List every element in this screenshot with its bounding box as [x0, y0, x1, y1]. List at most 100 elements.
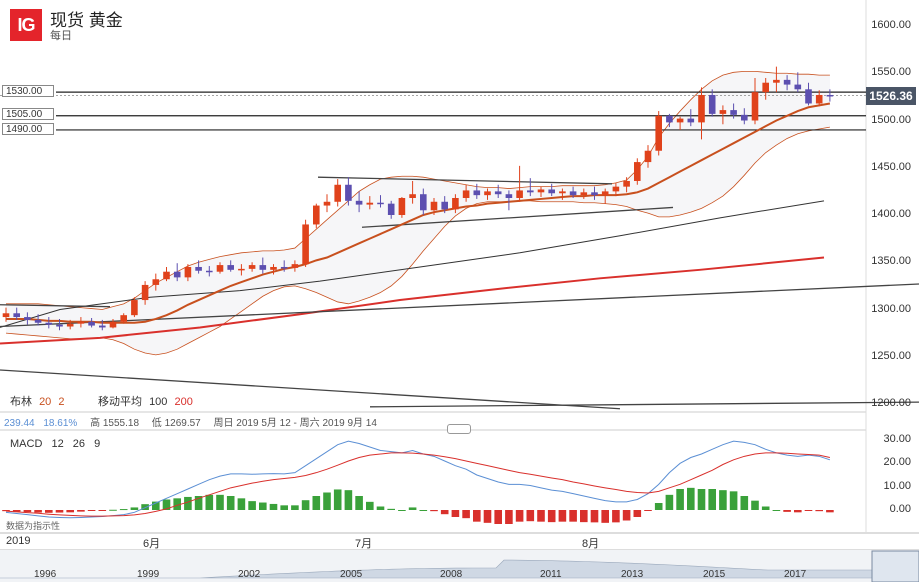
- trendline-4: [0, 369, 621, 410]
- trendline-5: [369, 401, 919, 408]
- macd-param-2: 26: [72, 438, 86, 450]
- macd-hist-74: [794, 510, 802, 513]
- y-tick-7: 1250.00: [871, 349, 911, 362]
- candle-body-53: [569, 191, 577, 196]
- candle-body-58: [623, 180, 630, 187]
- macd-hist-28: [301, 500, 310, 510]
- candle-body-2: [24, 317, 31, 320]
- macd-hist-3: [34, 510, 42, 513]
- candle-body-25: [270, 266, 277, 270]
- macd-hist-53: [569, 510, 577, 522]
- y-tick-2: 1500.00: [871, 113, 911, 126]
- macd-hist-45: [483, 510, 492, 523]
- info-bar: 239.44 18.61% 高 1555.18 低 1269.57 周日 201…: [4, 414, 377, 429]
- y-tick-8: 1200.00: [871, 397, 911, 409]
- macd-hist-32: [344, 490, 353, 510]
- candle-body-46: [494, 191, 502, 195]
- bb-param-1: 20: [39, 396, 52, 408]
- macd-hist-48: [515, 510, 524, 522]
- candle-body-39: [420, 194, 427, 211]
- candle-body-15: [163, 271, 170, 280]
- candle-body-50: [537, 189, 545, 193]
- candle-body-63: [676, 118, 684, 123]
- candle-body-13: [141, 284, 149, 301]
- candle-body-41: [441, 201, 448, 210]
- navigator-year-2: 2002: [238, 569, 261, 580]
- macd-hist-38: [408, 507, 417, 510]
- signal-line: [5, 452, 831, 517]
- level-label-1[interactable]: 1530.00: [2, 85, 54, 97]
- macd-hist-67: [719, 490, 727, 510]
- candle-body-26: [280, 266, 288, 269]
- candle-body-37: [398, 197, 406, 215]
- candle-body-14: [152, 279, 160, 285]
- macd-hist-64: [687, 487, 695, 510]
- candle-body-59: [634, 162, 641, 181]
- candle-body-34: [366, 202, 374, 205]
- panel-collapse-handle[interactable]: [447, 424, 471, 434]
- candle-body-51: [548, 189, 555, 194]
- macd-hist-43: [462, 510, 470, 519]
- macd-hist-41: [440, 510, 449, 515]
- macd-hist-21: [226, 496, 235, 510]
- macd-tick-1: 20.00: [883, 456, 911, 469]
- macd-hist-17: [184, 496, 192, 510]
- macd-hist-69: [740, 496, 749, 510]
- candle-body-12: [131, 300, 138, 316]
- macd-hist-8: [87, 510, 96, 511]
- candle-body-72: [773, 79, 780, 83]
- macd-hist-63: [676, 489, 684, 510]
- bb-indicator[interactable]: 布林 20 2: [10, 393, 65, 409]
- macd-hist-30: [323, 492, 331, 510]
- macd-hist-54: [580, 510, 588, 523]
- macd-hist-11: [119, 509, 128, 511]
- candle-body-0: [2, 313, 10, 318]
- macd-hist-50: [537, 510, 545, 522]
- macd-indicator[interactable]: MACD 12 26 9: [10, 438, 100, 450]
- level-label-2[interactable]: 1505.00: [2, 108, 54, 120]
- macd-tick-0: 30.00: [883, 433, 911, 445]
- macd-hist-73: [783, 510, 791, 512]
- candle-body-55: [591, 192, 598, 196]
- bollinger-lower: [5, 126, 830, 356]
- instrument-title[interactable]: 现货 黄金: [50, 11, 123, 30]
- macd-hist-22: [237, 498, 246, 510]
- macd-hist-1: [12, 510, 21, 512]
- info-value-1: 239.44: [4, 418, 35, 429]
- candle-body-33: [355, 200, 363, 205]
- candle-body-20: [216, 265, 224, 272]
- candle-body-5: [56, 324, 63, 327]
- indicative-note: 数据为指示性: [6, 521, 61, 531]
- ma100-line: [0, 200, 825, 328]
- macd-hist-16: [173, 498, 181, 510]
- macd-hist-5: [55, 510, 64, 513]
- period-label[interactable]: 每日: [50, 30, 72, 42]
- macd-hist-20: [216, 494, 224, 510]
- candle-body-68: [730, 110, 737, 115]
- macd-hist-23: [248, 501, 256, 510]
- macd-hist-44: [473, 510, 481, 522]
- y-tick-5: 1350.00: [871, 255, 911, 268]
- macd-hist-40: [430, 510, 438, 512]
- macd-hist-51: [547, 510, 556, 523]
- candle-body-66: [708, 94, 716, 114]
- macd-hist-61: [654, 503, 663, 510]
- candle-body-52: [559, 191, 566, 194]
- candle-body-69: [741, 114, 748, 121]
- ma-indicator[interactable]: 移动平均 100 200: [98, 393, 193, 409]
- level-label-3[interactable]: 1490.00: [2, 123, 54, 135]
- macd-hist-25: [269, 503, 278, 510]
- macd-hist-29: [312, 496, 321, 510]
- candle-body-22: [238, 268, 245, 271]
- macd-hist-52: [558, 510, 567, 522]
- macd-hist-77: [826, 510, 834, 513]
- macd-hist-6: [66, 510, 74, 513]
- candle-body-73: [783, 79, 791, 85]
- candle-body-57: [612, 186, 620, 192]
- navigator-year-6: 2013: [621, 569, 644, 580]
- candle-body-8: [88, 321, 95, 326]
- bollinger-fill: [6, 71, 830, 355]
- macd-hist-55: [590, 510, 599, 523]
- ma-param-1: 100: [149, 396, 168, 408]
